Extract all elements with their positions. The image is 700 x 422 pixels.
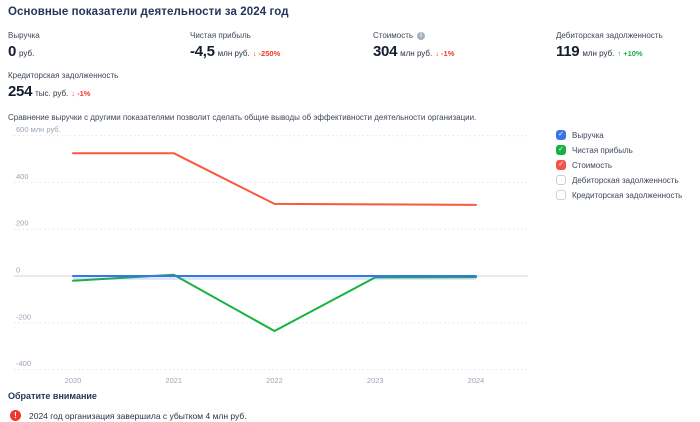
legend-label: Дебиторская задолженность (572, 175, 679, 185)
kpi-label-text: Стоимость (373, 31, 414, 40)
kpi-card-receivables: Дебиторская задолженность 119 млн руб. ↑ +1… (556, 31, 692, 60)
kpi-unit: млн руб. (582, 49, 615, 58)
kpi-label: Стоимость i (373, 31, 556, 40)
comparison-chart[interactable]: 600 млн руб. 400 200 0 -200 -400 2020 2021 2022 2… (8, 126, 692, 386)
y-axis-tick-label: 0 (16, 266, 20, 275)
x-axis-tick-label: 2022 (266, 376, 283, 385)
alert-exclamation-icon: ! (10, 410, 21, 421)
kpi-unit: млн руб. (217, 49, 250, 58)
kpi-change-down: ↓ -250% (252, 49, 281, 58)
kpi-label: Кредиторская задолженность (8, 71, 190, 80)
kpi-card-net-profit: Чистая прибыль -4,5 млн руб. ↓ -250% (190, 31, 373, 60)
legend-label: Выручка (572, 130, 604, 140)
kpi-grid: Выручка 0 руб. Чистая прибыль -4,5 млн руб. ↓ … (8, 31, 692, 100)
kpi-change-up: ↑ +10% (617, 49, 643, 58)
kpi-label-text: Выручка (8, 31, 40, 40)
kpi-unit: млн руб. (400, 49, 433, 58)
checkbox-unchecked-icon[interactable] (556, 175, 566, 185)
x-axis-tick-label: 2023 (367, 376, 384, 385)
kpi-value-row: 119 млн руб. ↑ +10% (556, 43, 692, 60)
x-axis-tick-label: 2024 (468, 376, 485, 385)
alert-row: ! 2024 год организация завершила с убытк… (8, 410, 692, 421)
kpi-label-text: Кредиторская задолженность (8, 71, 119, 80)
legend-label: Стоимость (572, 160, 613, 170)
kpi-value: 304 (373, 43, 398, 60)
legend-item[interactable]: Кредиторская задолженность (556, 190, 682, 200)
checkbox-unchecked-icon[interactable] (556, 190, 566, 200)
legend-item[interactable]: ✓ Стоимость (556, 160, 682, 170)
y-axis-tick-label: 600 млн руб. (16, 126, 61, 134)
kpi-card-cost: Стоимость i 304 млн руб. ↓ -1% (373, 31, 556, 60)
info-icon[interactable]: i (417, 31, 426, 40)
checkbox-checked-icon[interactable]: ✓ (556, 130, 566, 140)
checkbox-checked-icon[interactable]: ✓ (556, 145, 566, 155)
kpi-value-row: 0 руб. (8, 43, 190, 60)
kpi-change-down: ↓ -1% (435, 49, 455, 58)
x-axis-tick-label: 2021 (165, 376, 182, 385)
y-axis-tick-label: 200 (16, 219, 29, 228)
y-axis-tick-label: 400 (16, 172, 29, 181)
kpi-unit: руб. (19, 49, 35, 58)
kpi-change-down: ↓ -1% (71, 89, 91, 98)
series-line-Чистая прибыль (72, 273, 477, 332)
kpi-unit: тыс. руб. (35, 89, 69, 98)
kpi-card-revenue: Выручка 0 руб. (8, 31, 190, 60)
kpi-value-row: 254 тыс. руб. ↓ -1% (8, 83, 190, 100)
kpi-value-row: -4,5 млн руб. ↓ -250% (190, 43, 373, 60)
line-chart-canvas[interactable]: 600 млн руб. 400 200 0 -200 -400 2020 2021 2022 2… (8, 126, 548, 386)
note-heading: Обратите внимание (8, 391, 97, 401)
kpi-value: 119 (556, 43, 580, 60)
kpi-label-text: Дебиторская задолженность (556, 31, 663, 40)
kpi-value: 0 (8, 43, 17, 60)
series-line-Стоимость (72, 152, 477, 206)
kpi-value: 254 (8, 83, 33, 100)
alert-text: 2024 год организация завершила с убытком… (29, 410, 247, 421)
legend-label: Чистая прибыль (572, 145, 633, 155)
legend-item[interactable]: ✓ Выручка (556, 130, 682, 140)
legend-item[interactable]: ✓ Чистая прибыль (556, 145, 682, 155)
kpi-value: -4,5 (190, 43, 215, 60)
chart-description: Сравнение выручки с другими показателями… (8, 113, 477, 122)
kpi-card-payables: Кредиторская задолженность 254 тыс. руб. ↓ … (8, 71, 190, 100)
x-axis-tick-label: 2020 (65, 376, 82, 385)
y-axis-tick-label: -200 (16, 312, 31, 321)
legend-label: Кредиторская задолженность (572, 190, 683, 200)
kpi-value-row: 304 млн руб. ↓ -1% (373, 43, 556, 60)
kpi-label-text: Чистая прибыль (190, 31, 251, 40)
kpi-label: Чистая прибыль (190, 31, 373, 40)
chart-legend: ✓ Выручка ✓ Чистая прибыль ✓ Стоимость Дебитор… (556, 130, 682, 200)
legend-item[interactable]: Дебиторская задолженность (556, 175, 682, 185)
page-title: Основные показатели деятельности за 2024… (8, 6, 289, 18)
kpi-label: Дебиторская задолженность (556, 31, 692, 40)
kpi-label: Выручка (8, 31, 190, 40)
y-axis-tick-label: -400 (16, 359, 31, 368)
checkbox-checked-icon[interactable]: ✓ (556, 160, 566, 170)
